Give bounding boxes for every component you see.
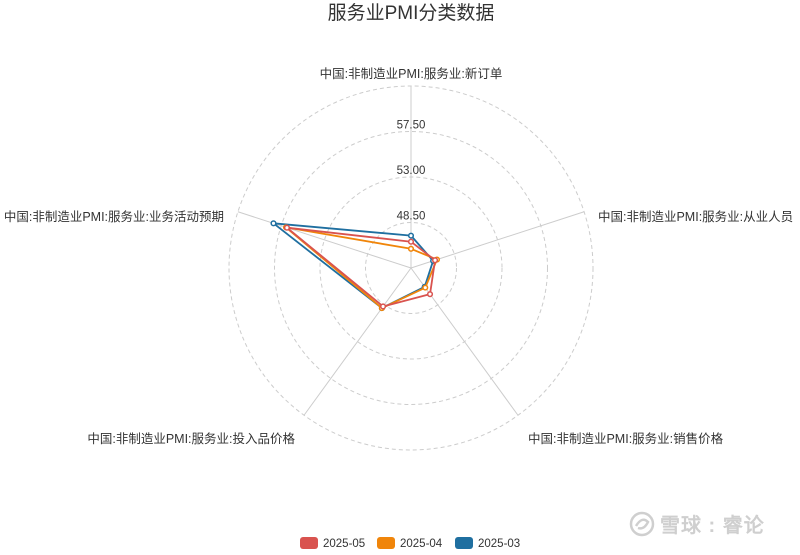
series-point [380, 303, 387, 310]
radar-grid [228, 85, 594, 451]
ring-value-label: 57.50 [397, 120, 426, 132]
legend-item[interactable]: 2025-03 [455, 537, 520, 550]
ring-value-label: 53.00 [397, 165, 426, 177]
watermark: 雪球 : 睿论 [629, 511, 765, 537]
axis-labels: 中国:非制造业PMI:服务业:新订单中国:非制造业PMI:服务业:从业人员中国:… [4, 66, 793, 446]
legend-item[interactable]: 2025-04 [377, 537, 443, 550]
legend-item[interactable]: 2025-05 [300, 537, 365, 550]
series-point [426, 291, 434, 298]
indicator-label: 中国:非制造业PMI:服务业:业务活动预期 [4, 209, 224, 224]
series-point [431, 257, 439, 264]
series-line [286, 226, 436, 308]
indicator-label: 中国:非制造业PMI:服务业:新订单 [320, 66, 503, 81]
ring-labels: 48.50 53.00 57.50 [397, 120, 426, 223]
series-point [407, 232, 415, 239]
series-point [407, 238, 415, 245]
series-group [270, 220, 441, 312]
legend-swatch [455, 537, 473, 549]
grid-ring [274, 131, 548, 405]
watermark-text: 雪球 : 睿论 [660, 513, 765, 537]
legend-swatch [300, 537, 318, 549]
grid-ring [365, 222, 457, 314]
legend-label: 2025-03 [478, 538, 520, 550]
legend-label: 2025-04 [400, 538, 443, 550]
snowball-logo-icon-swirl [634, 518, 650, 530]
series-point [422, 284, 429, 291]
series-point [407, 245, 415, 252]
legend-label: 2025-05 [323, 538, 365, 550]
legend-swatch [377, 537, 395, 549]
indicator-label: 中国:非制造业PMI:服务业:投入品价格 [87, 431, 295, 446]
grid-spoke [303, 267, 412, 416]
indicator-label: 中国:非制造业PMI:服务业:销售价格 [528, 431, 724, 446]
indicator-label: 中国:非制造业PMI:服务业:从业人员 [598, 209, 793, 224]
series-point [283, 224, 291, 231]
snowball-logo-icon [629, 511, 655, 537]
series-point [270, 220, 277, 227]
ring-value-label: 48.50 [397, 211, 426, 223]
legend[interactable]: 2025-05 2025-04 2025-03 [300, 537, 520, 550]
grid-spoke [237, 211, 412, 269]
chart-title: 服务业PMI分类数据 [328, 2, 495, 24]
